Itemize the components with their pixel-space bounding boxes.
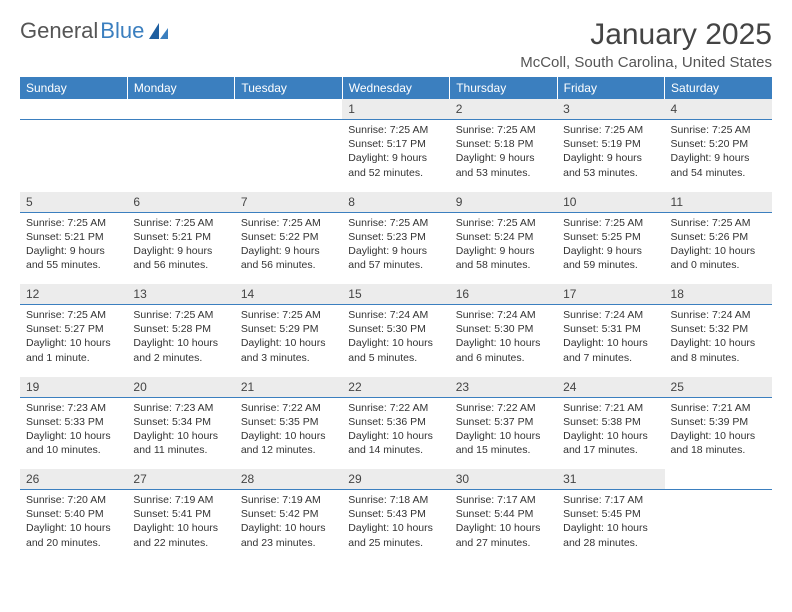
day-number: 19 — [20, 377, 127, 398]
day-header: Saturday — [665, 77, 772, 99]
day-number — [20, 99, 127, 120]
day-number: 5 — [20, 192, 127, 213]
day-number: 6 — [127, 192, 234, 213]
day-detail: Sunrise: 7:25 AM Sunset: 5:21 PM Dayligh… — [20, 212, 127, 284]
day-number — [127, 99, 234, 120]
day-detail: Sunrise: 7:20 AM Sunset: 5:40 PM Dayligh… — [20, 490, 127, 562]
logo-text-blue: Blue — [100, 18, 144, 44]
day-number: 8 — [342, 192, 449, 213]
day-number: 13 — [127, 284, 234, 305]
day-detail: Sunrise: 7:24 AM Sunset: 5:31 PM Dayligh… — [557, 305, 664, 377]
day-number: 30 — [450, 469, 557, 490]
day-number: 12 — [20, 284, 127, 305]
day-number: 28 — [235, 469, 342, 490]
day-detail: Sunrise: 7:25 AM Sunset: 5:23 PM Dayligh… — [342, 212, 449, 284]
page-header: GeneralBlue January 2025 McColl, South C… — [20, 18, 772, 71]
day-header: Thursday — [450, 77, 557, 99]
day-header: Sunday — [20, 77, 127, 99]
daynum-row: 567891011 — [20, 192, 772, 213]
daynum-row: 1234 — [20, 99, 772, 120]
day-detail: Sunrise: 7:25 AM Sunset: 5:28 PM Dayligh… — [127, 305, 234, 377]
day-detail: Sunrise: 7:25 AM Sunset: 5:21 PM Dayligh… — [127, 212, 234, 284]
day-number: 11 — [665, 192, 772, 213]
day-number: 7 — [235, 192, 342, 213]
day-detail: Sunrise: 7:22 AM Sunset: 5:37 PM Dayligh… — [450, 397, 557, 469]
day-detail: Sunrise: 7:21 AM Sunset: 5:38 PM Dayligh… — [557, 397, 664, 469]
month-title: January 2025 — [520, 18, 772, 52]
day-number: 29 — [342, 469, 449, 490]
day-detail: Sunrise: 7:24 AM Sunset: 5:30 PM Dayligh… — [450, 305, 557, 377]
day-detail: Sunrise: 7:25 AM Sunset: 5:25 PM Dayligh… — [557, 212, 664, 284]
detail-row: Sunrise: 7:25 AM Sunset: 5:17 PM Dayligh… — [20, 120, 772, 192]
day-number — [665, 469, 772, 490]
day-header-row: Sunday Monday Tuesday Wednesday Thursday… — [20, 77, 772, 99]
day-detail: Sunrise: 7:21 AM Sunset: 5:39 PM Dayligh… — [665, 397, 772, 469]
day-number — [235, 99, 342, 120]
day-detail: Sunrise: 7:25 AM Sunset: 5:19 PM Dayligh… — [557, 120, 664, 192]
day-detail: Sunrise: 7:25 AM Sunset: 5:18 PM Dayligh… — [450, 120, 557, 192]
day-number: 20 — [127, 377, 234, 398]
detail-row: Sunrise: 7:25 AM Sunset: 5:21 PM Dayligh… — [20, 212, 772, 284]
day-header: Tuesday — [235, 77, 342, 99]
day-detail: Sunrise: 7:25 AM Sunset: 5:29 PM Dayligh… — [235, 305, 342, 377]
day-detail: Sunrise: 7:17 AM Sunset: 5:45 PM Dayligh… — [557, 490, 664, 562]
day-detail: Sunrise: 7:25 AM Sunset: 5:20 PM Dayligh… — [665, 120, 772, 192]
day-number: 16 — [450, 284, 557, 305]
day-number: 22 — [342, 377, 449, 398]
detail-row: Sunrise: 7:23 AM Sunset: 5:33 PM Dayligh… — [20, 397, 772, 469]
day-number: 21 — [235, 377, 342, 398]
day-number: 10 — [557, 192, 664, 213]
day-detail: Sunrise: 7:22 AM Sunset: 5:35 PM Dayligh… — [235, 397, 342, 469]
day-number: 3 — [557, 99, 664, 120]
day-detail: Sunrise: 7:23 AM Sunset: 5:33 PM Dayligh… — [20, 397, 127, 469]
day-detail: Sunrise: 7:19 AM Sunset: 5:41 PM Dayligh… — [127, 490, 234, 562]
location: McColl, South Carolina, United States — [520, 54, 772, 71]
day-detail: Sunrise: 7:23 AM Sunset: 5:34 PM Dayligh… — [127, 397, 234, 469]
day-number: 25 — [665, 377, 772, 398]
day-header: Friday — [557, 77, 664, 99]
day-detail — [127, 120, 234, 192]
day-number: 17 — [557, 284, 664, 305]
logo: GeneralBlue — [20, 18, 170, 44]
day-number: 14 — [235, 284, 342, 305]
day-detail: Sunrise: 7:22 AM Sunset: 5:36 PM Dayligh… — [342, 397, 449, 469]
logo-text-general: General — [20, 18, 98, 44]
day-detail: Sunrise: 7:18 AM Sunset: 5:43 PM Dayligh… — [342, 490, 449, 562]
day-number: 31 — [557, 469, 664, 490]
day-detail: Sunrise: 7:25 AM Sunset: 5:26 PM Dayligh… — [665, 212, 772, 284]
day-detail: Sunrise: 7:17 AM Sunset: 5:44 PM Dayligh… — [450, 490, 557, 562]
day-number: 27 — [127, 469, 234, 490]
day-detail: Sunrise: 7:24 AM Sunset: 5:30 PM Dayligh… — [342, 305, 449, 377]
detail-row: Sunrise: 7:20 AM Sunset: 5:40 PM Dayligh… — [20, 490, 772, 562]
title-block: January 2025 McColl, South Carolina, Uni… — [520, 18, 772, 71]
calendar-table: Sunday Monday Tuesday Wednesday Thursday… — [20, 77, 772, 562]
day-number: 9 — [450, 192, 557, 213]
daynum-row: 19202122232425 — [20, 377, 772, 398]
day-detail — [665, 490, 772, 562]
detail-row: Sunrise: 7:25 AM Sunset: 5:27 PM Dayligh… — [20, 305, 772, 377]
day-number: 15 — [342, 284, 449, 305]
day-number: 26 — [20, 469, 127, 490]
day-number: 1 — [342, 99, 449, 120]
day-detail: Sunrise: 7:19 AM Sunset: 5:42 PM Dayligh… — [235, 490, 342, 562]
day-number: 2 — [450, 99, 557, 120]
day-detail: Sunrise: 7:24 AM Sunset: 5:32 PM Dayligh… — [665, 305, 772, 377]
day-number: 18 — [665, 284, 772, 305]
daynum-row: 262728293031 — [20, 469, 772, 490]
logo-sail-icon — [148, 22, 170, 40]
day-number: 24 — [557, 377, 664, 398]
daynum-row: 12131415161718 — [20, 284, 772, 305]
day-detail: Sunrise: 7:25 AM Sunset: 5:24 PM Dayligh… — [450, 212, 557, 284]
day-detail: Sunrise: 7:25 AM Sunset: 5:22 PM Dayligh… — [235, 212, 342, 284]
day-detail — [20, 120, 127, 192]
day-detail — [235, 120, 342, 192]
day-header: Monday — [127, 77, 234, 99]
day-detail: Sunrise: 7:25 AM Sunset: 5:27 PM Dayligh… — [20, 305, 127, 377]
day-number: 4 — [665, 99, 772, 120]
day-detail: Sunrise: 7:25 AM Sunset: 5:17 PM Dayligh… — [342, 120, 449, 192]
day-number: 23 — [450, 377, 557, 398]
day-header: Wednesday — [342, 77, 449, 99]
